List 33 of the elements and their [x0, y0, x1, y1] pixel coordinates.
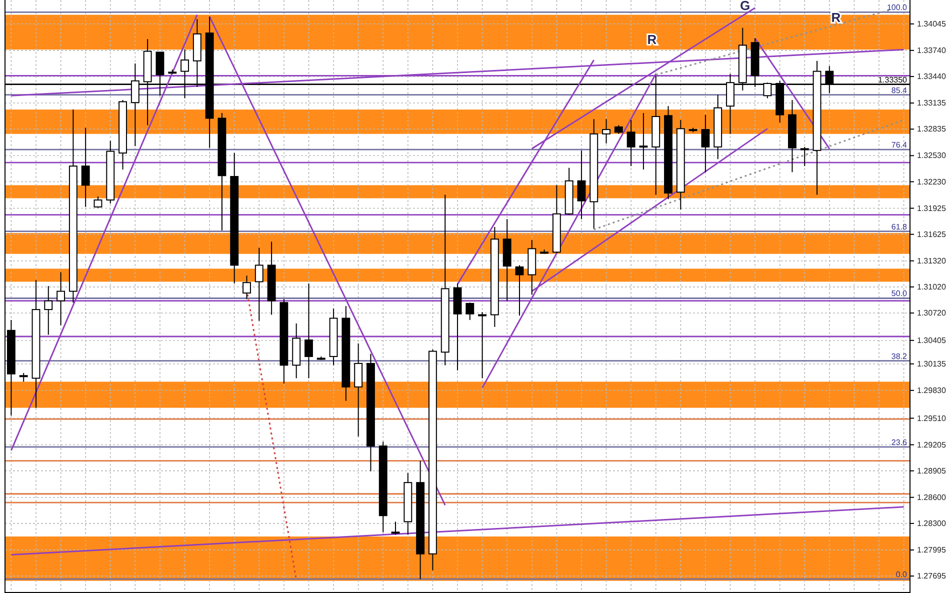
y-tick-label: 1.30135: [917, 359, 946, 368]
y-tick-label: 1.29510: [917, 414, 946, 423]
y-tick-label: 1.32835: [917, 124, 946, 134]
y-tick-label: 1.30720: [917, 308, 946, 318]
y-tick-label: 1.31020: [917, 282, 946, 292]
annotation: 50.0: [891, 289, 908, 298]
y-tick-label: 1.33440: [917, 72, 946, 82]
y-tick-label: 1.33740: [917, 46, 946, 55]
y-tick-label: 1.33135: [917, 98, 946, 108]
annotation: 100.0: [886, 3, 908, 12]
y-tick-label: 1.32230: [917, 177, 946, 186]
annotation: 61.8: [891, 222, 908, 232]
y-tick-label: 1.30405: [917, 336, 946, 345]
annotation: 85.4: [891, 86, 908, 95]
y-tick-label: 1.27695: [917, 572, 946, 581]
y-tick-label: 1.28300: [917, 519, 946, 528]
y-tick-label: 1.31320: [917, 256, 946, 266]
annotation: G: [740, 0, 750, 13]
y-tick-label: 1.32530: [917, 151, 946, 160]
annotation: 38.2: [891, 352, 908, 361]
y-tick-label: 1.29830: [917, 386, 946, 395]
y-tick-label: 1.29205: [917, 440, 946, 450]
ref-line-label: 1.33350: [878, 75, 908, 84]
y-tick-label: 1.34045: [917, 19, 946, 28]
y-tick-label: 1.31625: [917, 230, 946, 239]
y-tick-label: 1.31925: [917, 204, 946, 213]
annotation: 23.6: [891, 438, 908, 447]
y-tick-label: 1.28600: [917, 492, 946, 502]
annotation: R: [647, 32, 658, 47]
annotation: 76.4: [891, 140, 908, 150]
annotation: 0.0: [896, 570, 908, 580]
y-tick-label: 1.27995: [917, 546, 946, 555]
y-tick-label: 1.28905: [917, 466, 946, 476]
